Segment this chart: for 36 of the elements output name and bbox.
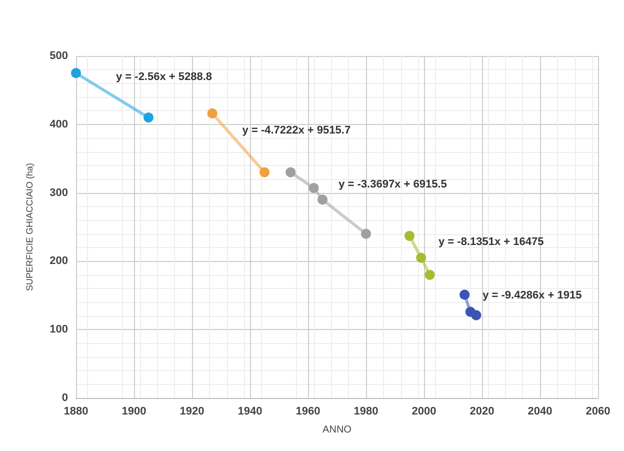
annotation: y = -9.4286x + 1915 xyxy=(482,290,582,302)
point xyxy=(424,270,435,280)
y-tick-label: 300 xyxy=(50,186,68,199)
point xyxy=(460,290,470,300)
point xyxy=(207,108,218,118)
point xyxy=(260,167,270,178)
x-tick-label: 1960 xyxy=(296,406,320,418)
point xyxy=(404,230,414,241)
point xyxy=(71,68,81,78)
point xyxy=(416,252,426,263)
x-tick-label: 2000 xyxy=(412,406,436,418)
annotation: y = -2.56x + 5288.8 xyxy=(116,71,212,84)
annotation: y = -8.1351x + 16475 xyxy=(438,236,544,248)
x-tick-label: 1900 xyxy=(122,406,146,418)
x-axis-title: ANNO xyxy=(322,424,352,436)
y-axis-title: SUPERFICIE GHIACCIAIO (ha) xyxy=(24,162,34,292)
x-tick-label: 1940 xyxy=(238,406,262,418)
point xyxy=(318,194,328,205)
y-tick-label: 100 xyxy=(50,324,68,336)
point xyxy=(361,228,371,239)
point xyxy=(308,183,319,194)
y-tick-label: 0 xyxy=(62,392,68,404)
x-tick-label: 1880 xyxy=(64,406,88,418)
x-tick-label: 2040 xyxy=(528,406,552,418)
point xyxy=(144,112,154,123)
annotation: y = -3.3697x + 6915.5 xyxy=(338,178,447,190)
x-tick-label: 2060 xyxy=(586,406,610,418)
point xyxy=(286,167,296,178)
x-tick-label: 1920 xyxy=(180,406,204,418)
y-tick-label: 200 xyxy=(50,255,68,268)
y-tick-label: 500 xyxy=(50,50,68,62)
annotation: y = -4.7222x + 9515.7 xyxy=(242,124,351,136)
x-tick-label: 1980 xyxy=(354,406,378,418)
x-tick-label: 2020 xyxy=(470,406,494,418)
y-tick-label: 400 xyxy=(50,118,68,130)
point xyxy=(471,310,482,320)
